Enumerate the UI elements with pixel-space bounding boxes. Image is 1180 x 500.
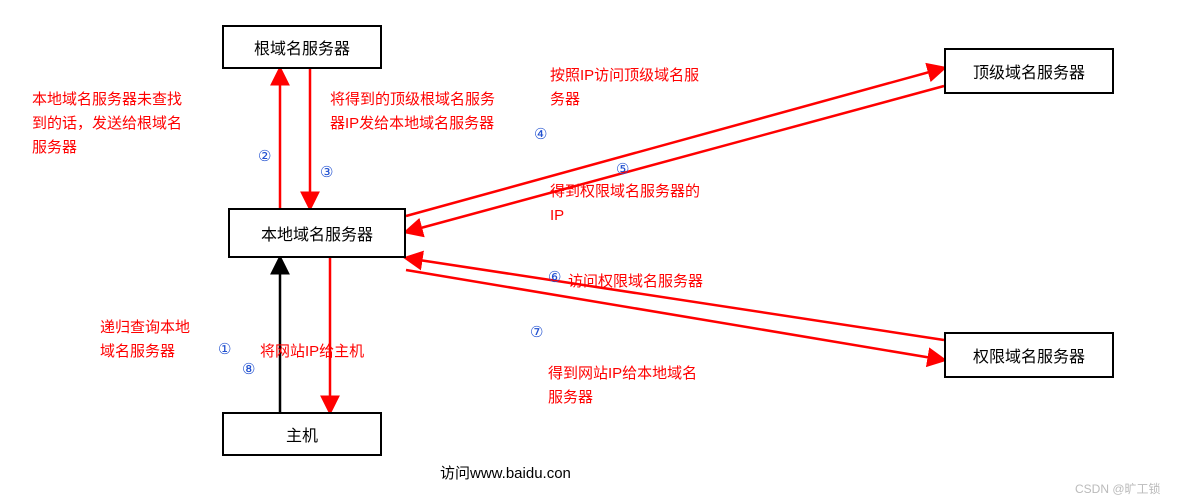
step-2: ② [258,147,271,165]
node-auth-label: 权限域名服务器 [973,343,1085,367]
node-local-label: 本地域名服务器 [261,221,373,245]
step-7: ⑦ [530,323,543,341]
label-visit-auth: 访问权限域名服务器 [568,270,703,294]
label-get-site-ip: 得到网站IP给本地域名 服务器 [548,362,697,410]
step-3: ③ [320,163,333,181]
label-visit-tld: 按照IP访问顶级域名服 务器 [550,64,699,112]
label-recursive-query: 递归查询本地 域名服务器 [100,316,190,364]
node-host: 主机 [222,412,382,456]
node-tld-dns: 顶级域名服务器 [944,48,1114,94]
label-give-host-ip: 将网站IP给主机 [260,340,364,364]
footer-caption: 访问www.baidu.con [440,462,571,483]
node-tld-label: 顶级域名服务器 [973,59,1085,83]
step-1: ① [218,340,231,358]
step-4: ④ [534,125,547,143]
step-8: ⑧ [242,360,255,378]
watermark: CSDN @旷工锁 [1075,480,1161,497]
step-6: ⑥ [548,268,561,286]
node-host-label: 主机 [286,422,318,446]
node-local-dns: 本地域名服务器 [228,208,406,258]
label-root-returns-ip: 将得到的顶级根域名服务 器IP发给本地域名服务器 [330,88,495,136]
label-get-auth-ip: 得到权限域名服务器的 IP [550,180,700,228]
node-root-label: 根域名服务器 [254,35,350,59]
node-root-dns: 根域名服务器 [222,25,382,69]
label-send-to-root: 本地域名服务器未查找 到的话，发送给根域名 服务器 [32,88,182,160]
node-auth-dns: 权限域名服务器 [944,332,1114,378]
step-5: ⑤ [616,160,629,178]
